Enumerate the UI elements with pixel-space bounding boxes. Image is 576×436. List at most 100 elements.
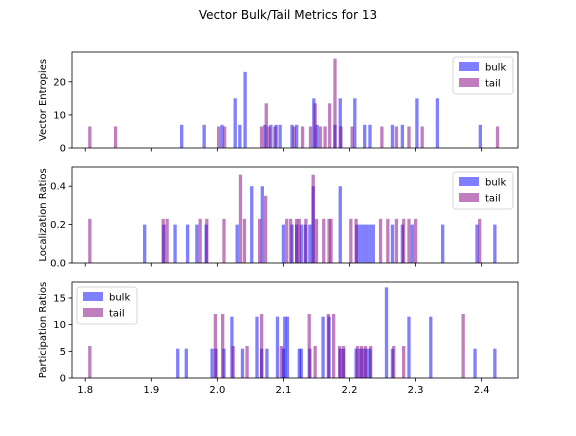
bar-tail	[326, 314, 331, 378]
bar-tail	[279, 346, 284, 378]
bar-bulk	[435, 98, 440, 148]
bar-tail	[363, 346, 368, 378]
bar-tail	[307, 314, 311, 378]
bar-bulk	[400, 124, 405, 148]
bar-tail	[205, 218, 209, 263]
bar-tail	[273, 126, 277, 148]
bar-bulk	[210, 348, 214, 378]
bar-bulk	[290, 124, 294, 148]
bar-tail	[308, 126, 313, 148]
legend-label-bulk: bulk	[485, 63, 506, 74]
bar-tail	[413, 218, 418, 263]
bar-tail	[165, 218, 169, 263]
bar-bulk	[176, 348, 180, 378]
bar-bulk	[390, 124, 395, 148]
legend-label-tail: tail	[109, 309, 125, 320]
y-axis-label: Localization Ratios	[38, 168, 49, 261]
bar-tail	[314, 218, 319, 263]
bar-tail	[327, 218, 331, 263]
bar-bulk	[260, 186, 264, 263]
bar-bulk	[238, 124, 242, 148]
legend-label-tail: tail	[485, 79, 501, 90]
y-tick-label: 0	[60, 144, 66, 155]
axes-frame	[71, 166, 519, 264]
bar-bulk	[473, 348, 477, 378]
legend-label-tail: tail	[485, 194, 501, 205]
bar-tail	[394, 126, 399, 148]
bar-tail	[222, 218, 226, 263]
bar-tail	[392, 346, 396, 378]
bar-bulk	[184, 348, 188, 378]
bar-bulk	[407, 316, 411, 378]
bar-bulk	[202, 124, 206, 148]
bar-tail	[328, 103, 332, 148]
bar-bulk	[338, 186, 342, 263]
x-tick-label: 2.4	[474, 385, 490, 396]
bar-tail	[263, 195, 268, 263]
legend-swatch-bulk	[83, 292, 103, 301]
x-tick-label: 2.0	[209, 385, 225, 396]
bar-tail	[461, 314, 465, 378]
bar-bulk	[475, 224, 479, 263]
bar-bulk	[368, 124, 372, 148]
bar-bulk	[478, 124, 482, 148]
bar-bulk	[315, 124, 319, 148]
bar-bulk	[295, 124, 299, 148]
bar-tail	[378, 218, 383, 263]
bar-bulk	[269, 124, 273, 148]
bar-bulk	[255, 316, 259, 378]
bar-tail	[213, 314, 218, 378]
bar-tail	[380, 126, 384, 148]
x-tick-label: 1.9	[143, 385, 159, 396]
bar-tail	[318, 126, 323, 148]
bar-bulk	[363, 124, 367, 148]
bar-bulk	[143, 224, 147, 263]
bar-tail	[259, 126, 264, 148]
bar-tail	[88, 218, 92, 263]
bar-bulk	[265, 348, 269, 378]
x-tick-label: 2.1	[275, 385, 291, 396]
bar-bulk	[368, 224, 372, 263]
bar-bulk	[415, 98, 419, 148]
bar-tail	[88, 126, 92, 148]
bar-bulk	[410, 224, 414, 263]
bar-bulk	[441, 224, 445, 263]
legend-label-bulk: bulk	[109, 293, 130, 304]
bar-tail	[349, 218, 353, 263]
bar-tail	[369, 346, 373, 378]
bar-tail	[295, 218, 299, 263]
bar-tail	[264, 103, 268, 148]
bar-tail	[495, 126, 500, 148]
bar-bulk	[173, 224, 177, 263]
bar-bulk	[275, 316, 280, 378]
bar-tail	[222, 126, 227, 148]
y-tick-label: 0.2	[50, 220, 66, 231]
bar-tail	[332, 314, 336, 378]
bar-bulk	[281, 224, 286, 263]
bar-tail	[341, 346, 346, 378]
bar-tail	[339, 126, 343, 148]
bar-tail	[407, 126, 411, 148]
bar-tail	[402, 346, 406, 378]
bar-tail	[231, 346, 235, 378]
y-tick-label: 15	[53, 294, 66, 305]
bar-tail	[322, 218, 326, 263]
legend-swatch-bulk	[459, 62, 479, 71]
bar-tail	[355, 346, 360, 378]
y-tick-label: 0.0	[50, 259, 66, 270]
bar-bulk	[220, 124, 224, 148]
bar-bulk	[283, 316, 287, 378]
bar-bulk	[390, 224, 395, 263]
bar-tail	[359, 346, 364, 378]
legend-label-bulk: bulk	[485, 178, 506, 189]
bar-bulk	[338, 98, 342, 148]
bar-bulk	[365, 224, 369, 263]
bar-bulk	[493, 348, 497, 378]
bar-tail	[289, 218, 293, 263]
bar-tail	[161, 218, 165, 263]
bar-tail	[297, 218, 301, 263]
y-axis-label: Participation Ratios	[38, 282, 49, 379]
y-tick-label: 10	[53, 110, 66, 121]
bar-tail	[267, 126, 271, 148]
